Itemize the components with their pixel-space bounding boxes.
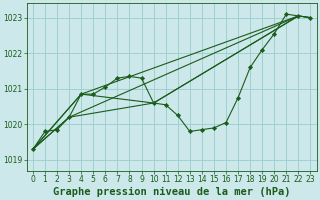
X-axis label: Graphe pression niveau de la mer (hPa): Graphe pression niveau de la mer (hPa) [53,186,291,197]
